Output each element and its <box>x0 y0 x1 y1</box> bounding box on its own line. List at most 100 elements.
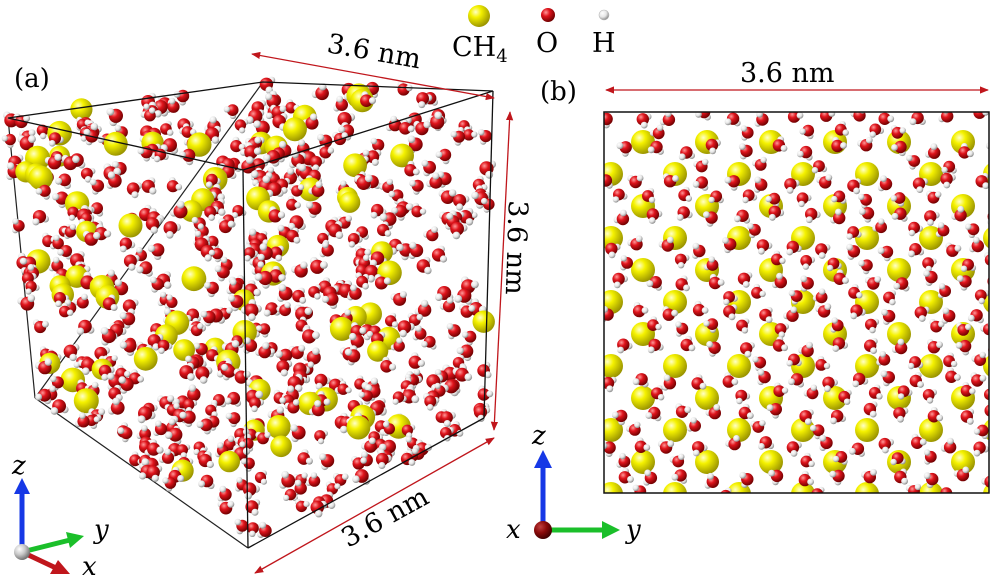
hydrogen-atom <box>35 188 43 195</box>
hydrogen-atom <box>597 180 604 187</box>
hydrogen-atom <box>131 191 139 199</box>
methane-molecule <box>181 266 207 292</box>
hydrogen-atom <box>798 200 805 208</box>
hydrogen-atom <box>962 466 970 474</box>
hydrogen-atom <box>128 263 136 271</box>
hydrogen-atom <box>692 449 700 457</box>
legend-oxygen-swatch <box>541 8 555 22</box>
hydrogen-atom <box>388 190 396 198</box>
hydrogen-atom <box>966 417 974 425</box>
hydrogen-atom <box>869 131 876 138</box>
hydrogen-atom <box>396 243 404 252</box>
methane-molecule <box>118 213 143 238</box>
hydrogen-atom <box>224 397 232 405</box>
hydrogen-atom <box>1 135 8 142</box>
hydrogen-atom <box>846 243 853 251</box>
hydrogen-atom <box>81 293 88 301</box>
hydrogen-atom <box>724 176 732 184</box>
methane-molecule <box>695 386 719 410</box>
hydrogen-atom <box>734 215 741 223</box>
hydrogen-atom <box>214 265 222 273</box>
hydrogen-atom <box>942 307 950 315</box>
hydrogen-atom <box>253 147 262 155</box>
oxygen-atom <box>36 124 49 137</box>
hydrogen-atom <box>723 298 730 306</box>
hydrogen-atom <box>312 347 320 356</box>
hydrogen-atom <box>781 344 788 352</box>
hydrogen-atom <box>446 297 454 304</box>
hydrogen-atom <box>930 143 938 151</box>
methane-molecule <box>887 514 911 538</box>
methane-molecule <box>663 482 687 493</box>
hydrogen-atom <box>317 133 325 141</box>
hydrogen-atom <box>972 236 980 244</box>
hydrogen-atom <box>150 226 158 234</box>
hydrogen-atom <box>781 387 789 394</box>
hydrogen-atom <box>790 306 798 314</box>
hydrogen-atom <box>173 402 180 410</box>
hydrogen-atom <box>239 127 246 134</box>
oxygen-atom <box>706 318 719 330</box>
hydrogen-atom <box>956 275 964 282</box>
hydrogen-atom <box>352 475 360 484</box>
methane-molecule <box>329 316 354 341</box>
hydrogen-atom <box>114 125 122 132</box>
hydrogen-atom <box>802 263 810 270</box>
hydrogen-atom <box>298 139 306 147</box>
oxygen-atom <box>424 395 437 408</box>
hydrogen-atom <box>350 284 357 292</box>
hydrogen-atom <box>180 452 187 459</box>
oxygen-atom <box>811 488 824 493</box>
hydrogen-atom <box>110 304 118 311</box>
hydrogen-atom <box>819 434 827 442</box>
hydrogen-atom <box>776 272 783 280</box>
hydrogen-atom <box>280 369 288 377</box>
hydrogen-atom <box>257 261 265 268</box>
hydrogen-atom <box>891 212 899 220</box>
hydrogen-atom <box>909 118 917 126</box>
hydrogen-atom <box>124 370 131 378</box>
hydrogen-atom <box>657 394 665 401</box>
panel-b-label: (b) <box>540 77 577 107</box>
molecules-panel-b <box>597 112 989 570</box>
methane-molecule <box>103 131 128 156</box>
hydrogen-atom <box>275 350 283 358</box>
axis-b-z-label: z <box>531 421 546 451</box>
hydrogen-atom <box>27 294 36 303</box>
oxygen-atom <box>230 140 243 153</box>
hydrogen-atom <box>314 400 322 408</box>
hydrogen-atom <box>620 209 627 217</box>
hydrogen-atom <box>914 483 922 491</box>
hydrogen-atom <box>733 435 740 442</box>
oxygen-atom <box>940 487 953 493</box>
methane-molecule <box>390 143 414 168</box>
molecules-panel-a <box>1 76 496 538</box>
methane-molecule <box>727 546 751 570</box>
oxygen-atom <box>398 122 412 135</box>
hydrogen-atom <box>676 214 684 221</box>
hydrogen-atom <box>690 417 697 424</box>
oxygen-atom <box>183 398 195 411</box>
dim-label-b-top: 3.6 nm <box>740 58 835 89</box>
axis-triad-a: z y x <box>11 451 109 582</box>
hydrogen-atom <box>635 235 643 243</box>
hydrogen-atom <box>362 282 369 290</box>
hydrogen-atom <box>420 299 429 308</box>
hydrogen-atom <box>818 252 826 259</box>
oxygen-atom <box>268 209 282 223</box>
hydrogen-atom <box>788 289 796 297</box>
hydrogen-atom <box>278 283 287 292</box>
hydrogen-atom <box>42 320 49 328</box>
hydrogen-atom <box>52 256 60 264</box>
hydrogen-atom <box>93 416 100 423</box>
hydrogen-atom <box>84 176 92 183</box>
hydrogen-atom <box>383 421 390 428</box>
methane-molecule <box>919 418 943 442</box>
hydrogen-atom <box>620 255 627 262</box>
methane-molecule <box>759 450 783 474</box>
hydrogen-atom <box>434 369 442 376</box>
hydrogen-atom <box>369 97 376 105</box>
hydrogen-atom <box>304 307 313 316</box>
hydrogen-atom <box>137 147 145 155</box>
hydrogen-atom <box>973 449 981 457</box>
